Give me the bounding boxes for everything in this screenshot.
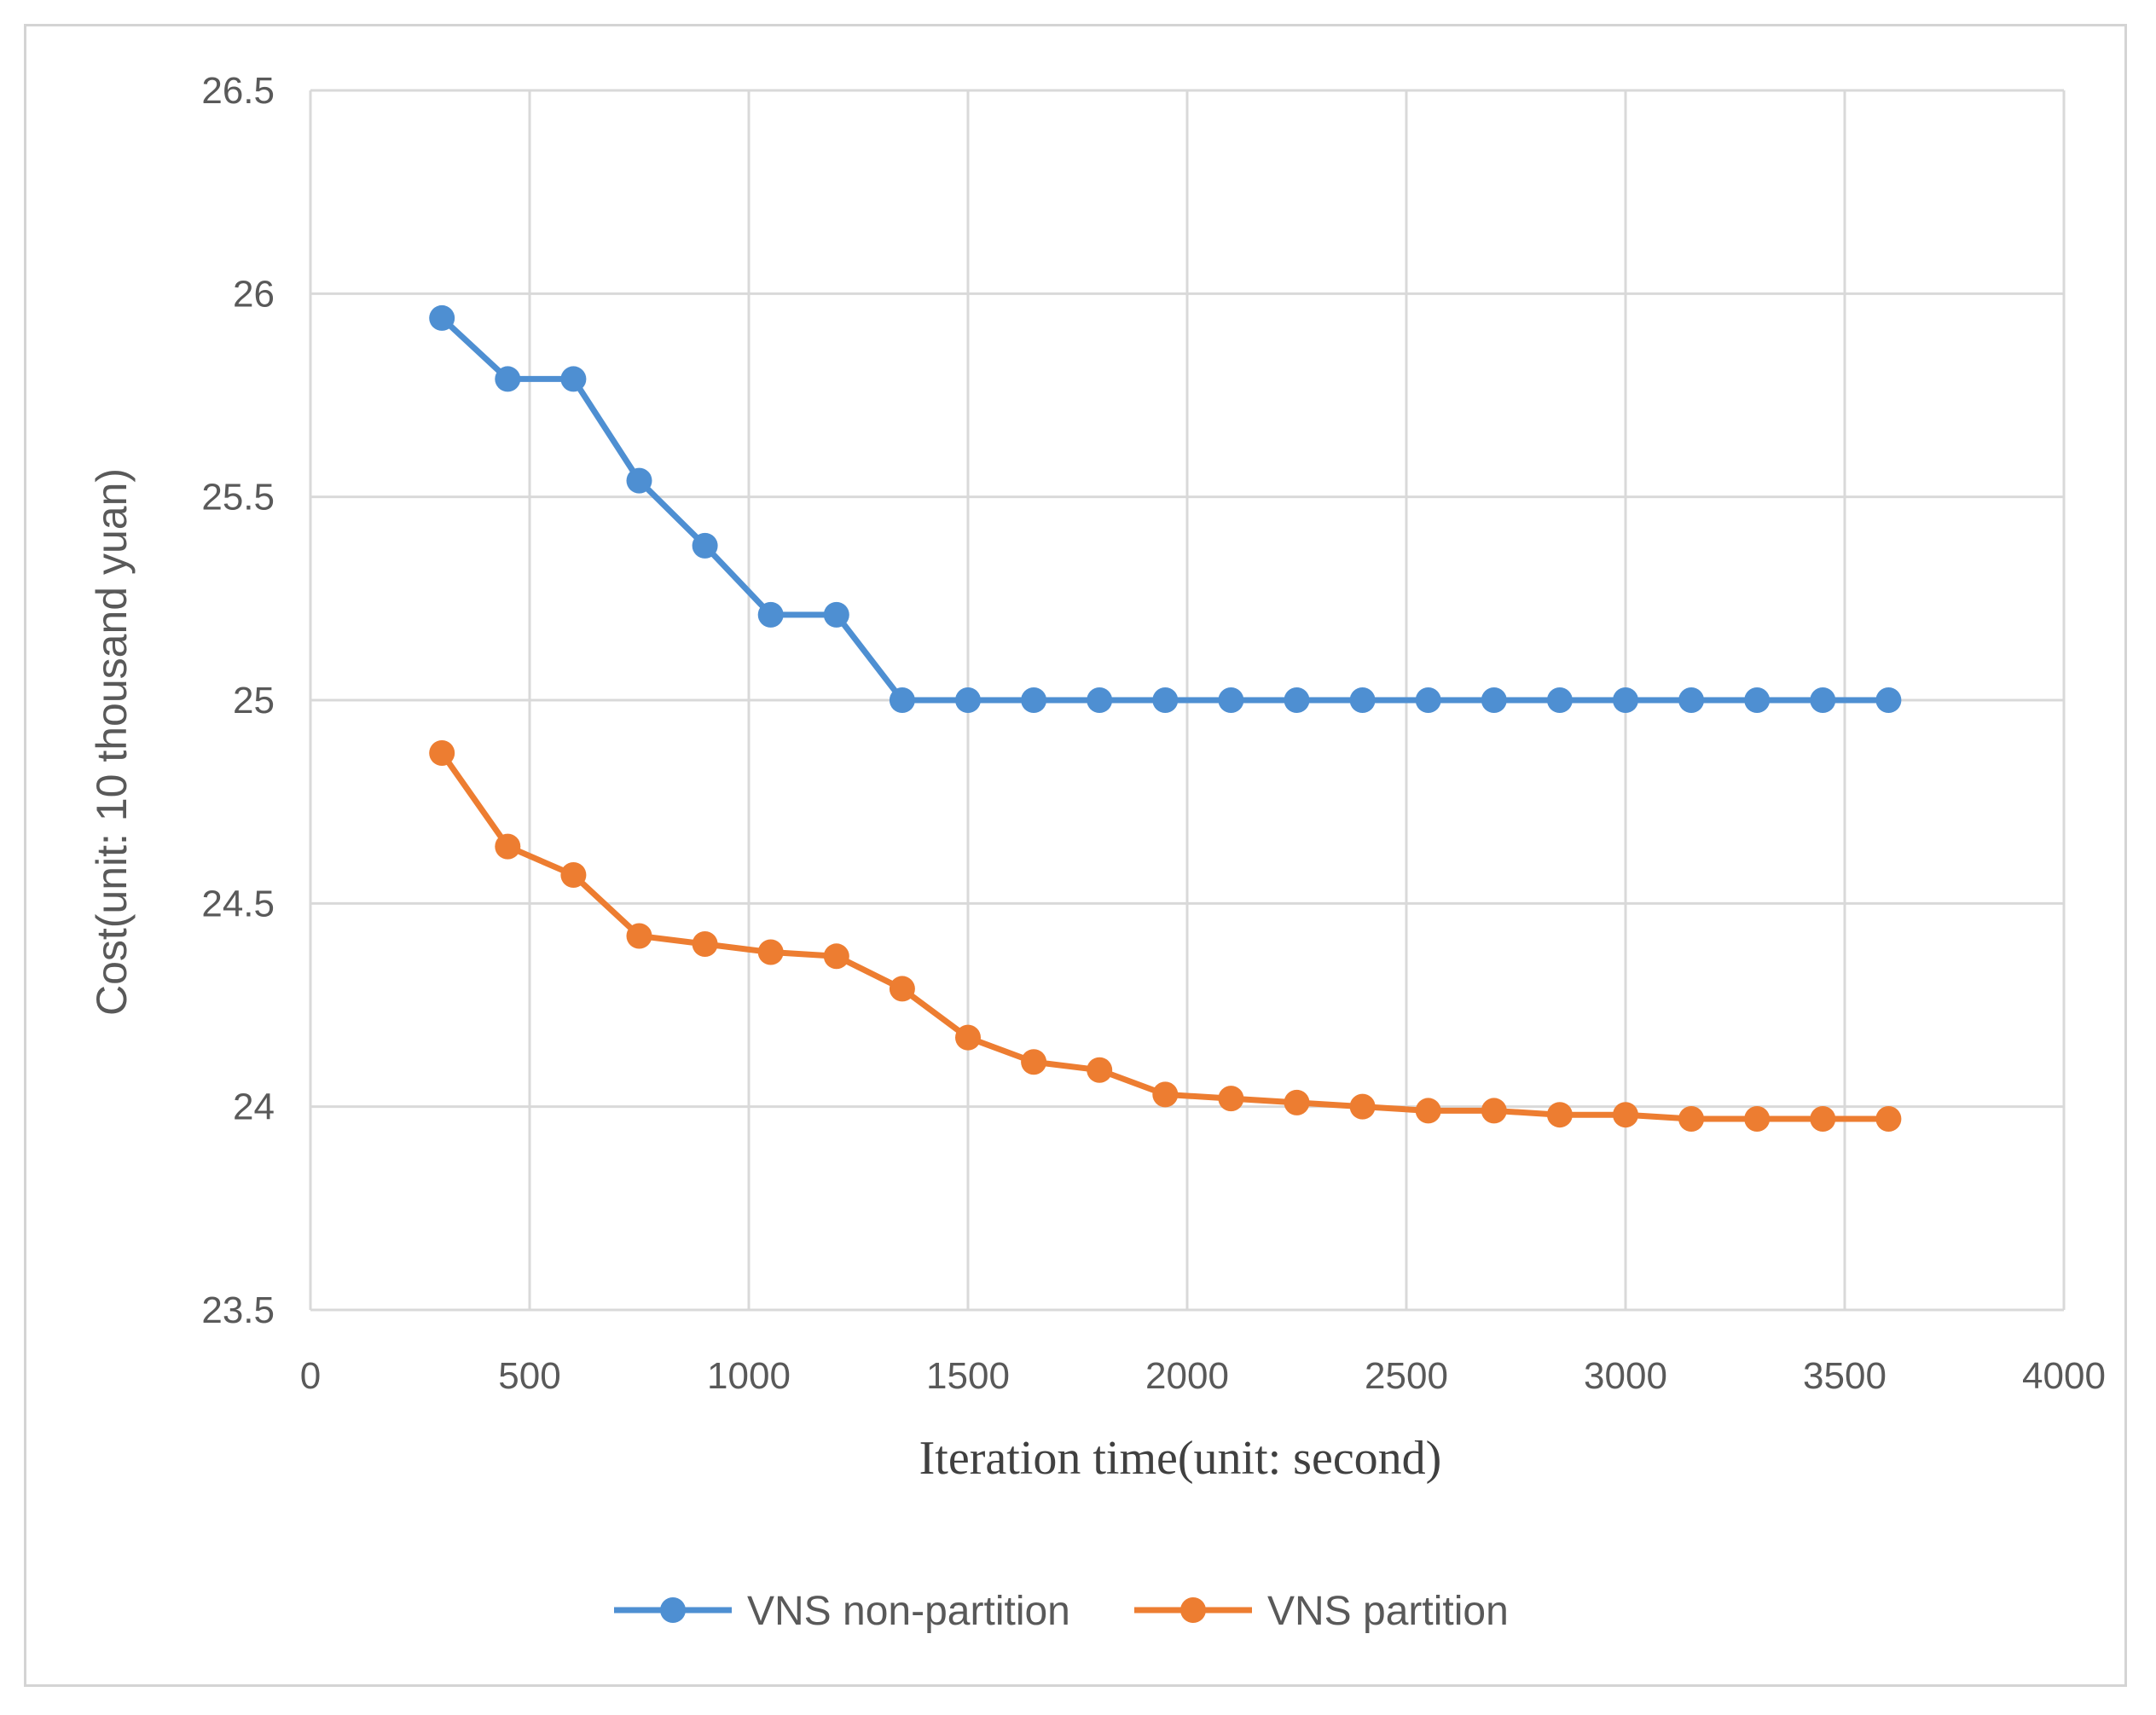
data-point xyxy=(1678,1105,1705,1132)
legend-label: VNS non-partition xyxy=(747,1589,1070,1634)
data-point xyxy=(823,601,849,628)
y-tick-label: 23.5 xyxy=(201,1289,275,1331)
x-tick-label: 1000 xyxy=(707,1355,791,1397)
x-tick-label: 2000 xyxy=(1145,1355,1229,1397)
data-point xyxy=(1021,1049,1047,1075)
data-point xyxy=(692,931,718,957)
x-tick-label: 4000 xyxy=(2022,1355,2106,1397)
data-point xyxy=(1481,687,1507,713)
legend: VNS non-partition VNS partition xyxy=(614,1589,1509,1634)
legend-marker xyxy=(1180,1597,1206,1623)
y-axis-title: Cost(unit: 10 thousand yuan) xyxy=(88,468,136,1016)
series-vns-non-partition xyxy=(429,304,1902,713)
y-tick-label: 25.5 xyxy=(201,477,275,519)
data-point xyxy=(1284,687,1310,713)
data-point xyxy=(495,833,521,860)
data-point xyxy=(1218,1086,1244,1112)
legend-label: VNS partition xyxy=(1267,1589,1509,1634)
data-point xyxy=(1546,687,1573,713)
y-tick-label: 26 xyxy=(233,273,275,315)
data-point xyxy=(823,943,849,970)
series-layer xyxy=(429,304,1902,1132)
x-tick-label: 3000 xyxy=(1584,1355,1667,1397)
data-point xyxy=(1087,687,1113,713)
data-point xyxy=(1613,1102,1638,1128)
data-point xyxy=(1218,687,1244,713)
data-point xyxy=(757,601,784,628)
legend-marker xyxy=(660,1597,686,1623)
y-tick-label: 25 xyxy=(233,680,275,721)
data-point xyxy=(1284,1089,1310,1115)
chart-frame xyxy=(24,24,2127,1687)
data-point xyxy=(1875,1105,1902,1132)
data-point xyxy=(626,467,652,494)
data-point xyxy=(1349,687,1376,713)
data-point xyxy=(1152,687,1179,713)
data-point xyxy=(560,366,587,392)
legend-entry: VNS non-partition xyxy=(614,1589,1070,1634)
data-point xyxy=(1744,1105,1771,1132)
data-point xyxy=(1810,1105,1836,1132)
y-tick-label: 24.5 xyxy=(201,883,275,924)
data-point xyxy=(1546,1102,1573,1128)
data-point xyxy=(889,976,915,1002)
data-point xyxy=(1415,1098,1441,1124)
data-point xyxy=(1875,687,1902,713)
data-point xyxy=(560,861,587,888)
data-point xyxy=(495,366,521,392)
x-tick-label: 1500 xyxy=(926,1355,1010,1397)
data-point xyxy=(955,687,981,713)
series-line xyxy=(439,750,1889,1122)
data-point xyxy=(626,923,652,949)
data-point xyxy=(1744,687,1771,713)
data-point xyxy=(1021,687,1047,713)
data-point xyxy=(692,532,718,559)
y-tick-label: 24 xyxy=(233,1086,275,1128)
x-tick-label: 2500 xyxy=(1365,1355,1448,1397)
data-point xyxy=(757,939,784,965)
data-point xyxy=(955,1024,981,1051)
series-line xyxy=(439,316,1889,704)
x-axis-title: Iteration time(unit: second) xyxy=(919,1432,1442,1485)
x-tick-label: 0 xyxy=(300,1355,321,1397)
data-point xyxy=(429,739,455,766)
data-point xyxy=(889,687,915,713)
data-point xyxy=(1349,1093,1376,1120)
data-point xyxy=(1152,1081,1179,1108)
x-tick-label: 500 xyxy=(498,1355,560,1397)
x-axis-ticks: 0 500 1000 1500 2000 2500 3000 3500 4000 xyxy=(300,1355,2106,1397)
data-point xyxy=(1678,687,1705,713)
data-point xyxy=(1481,1098,1507,1124)
data-point xyxy=(1415,687,1441,713)
data-point xyxy=(1810,687,1836,713)
y-tick-label: 26.5 xyxy=(201,70,275,112)
x-tick-label: 3500 xyxy=(1803,1355,1886,1397)
data-point xyxy=(429,304,455,331)
series-vns-partition xyxy=(429,739,1902,1132)
data-point xyxy=(1087,1057,1113,1083)
grid-lines xyxy=(309,89,2066,1312)
y-axis-ticks: 23.5 24 24.5 25 25.5 26 26.5 xyxy=(201,70,275,1331)
data-point xyxy=(1613,687,1638,713)
legend-entry: VNS partition xyxy=(1134,1589,1509,1634)
